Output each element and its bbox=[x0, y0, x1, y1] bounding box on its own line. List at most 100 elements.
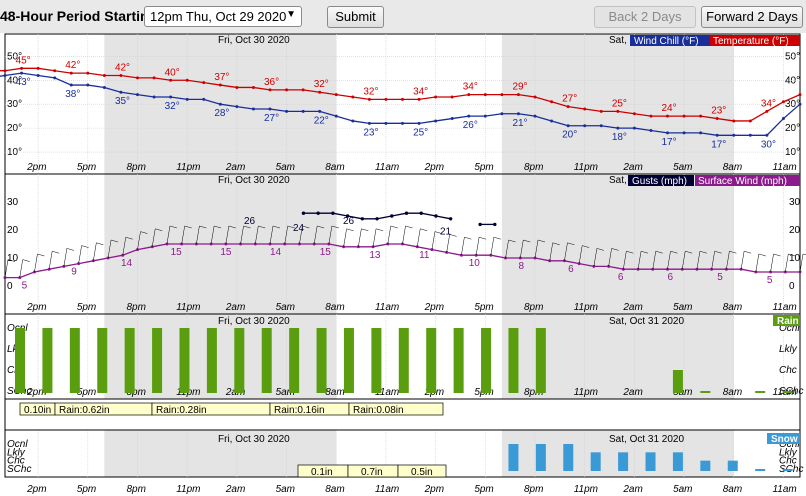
date-label: Sat, bbox=[609, 175, 627, 186]
temperature-point bbox=[136, 76, 139, 80]
y-tick-label: 20 bbox=[789, 225, 801, 236]
probability-bar bbox=[316, 328, 327, 393]
temperature-point bbox=[301, 88, 305, 92]
probability-bar bbox=[508, 444, 519, 471]
temperature-point bbox=[69, 71, 73, 75]
wind-chill-point bbox=[649, 129, 653, 133]
x-tick-label: 8am bbox=[723, 302, 742, 313]
x-tick-label: 8pm bbox=[127, 162, 146, 173]
wind-chill-point bbox=[218, 102, 222, 106]
temperature-point bbox=[185, 78, 189, 82]
wind-barb bbox=[66, 248, 74, 251]
x-tick-label: 8am bbox=[325, 162, 344, 173]
wind-barb bbox=[479, 236, 487, 240]
wind-barb bbox=[110, 239, 119, 243]
x-tick-label: 11pm bbox=[176, 484, 200, 495]
y-tick-label: Chc bbox=[779, 365, 797, 376]
wind-barb bbox=[523, 239, 531, 243]
x-tick-label: 5am bbox=[276, 387, 295, 398]
temperature-point bbox=[334, 93, 338, 97]
wind-barb bbox=[464, 236, 472, 240]
temperature-point bbox=[351, 95, 355, 99]
wind-chill-point bbox=[152, 95, 156, 99]
x-tick-label: 2am bbox=[622, 484, 642, 495]
temperature-point bbox=[268, 88, 272, 92]
gust-label: 26 bbox=[244, 216, 256, 227]
x-tick-label: 11am bbox=[772, 484, 796, 495]
legend-label: Gusts (mph) bbox=[632, 176, 687, 187]
wind-barb bbox=[284, 225, 288, 245]
probability-bar bbox=[398, 328, 409, 393]
temperature-label: 23° bbox=[711, 106, 726, 117]
wind-point bbox=[459, 253, 463, 257]
temperature-point bbox=[632, 112, 636, 116]
wind-chill-point bbox=[69, 83, 73, 87]
x-tick-label: 11pm bbox=[574, 302, 598, 313]
temperature-point bbox=[483, 93, 487, 97]
wind-barb bbox=[269, 225, 274, 245]
wind-barb bbox=[640, 250, 649, 254]
wind-barb bbox=[681, 251, 686, 270]
temperature-label: 42° bbox=[65, 60, 80, 71]
wind-chill-point bbox=[351, 119, 355, 123]
temperature-point bbox=[699, 114, 703, 118]
legend-swatch bbox=[630, 35, 710, 46]
period-select[interactable]: 12pm Thu, Oct 29 2020 ▼ bbox=[144, 6, 302, 27]
wind-barb bbox=[302, 225, 310, 229]
wind-point bbox=[62, 264, 66, 268]
wind-chill-point bbox=[450, 117, 454, 121]
temperature-point bbox=[583, 107, 587, 111]
rain-amount-label: Rain:0.16in bbox=[274, 405, 325, 416]
temperature-point bbox=[798, 93, 802, 97]
temperature-point bbox=[218, 83, 222, 87]
wind-barb bbox=[196, 225, 200, 245]
x-tick-label: 11am bbox=[772, 302, 796, 313]
wind-barb bbox=[623, 251, 627, 270]
wind-barb bbox=[346, 228, 354, 232]
gust-point bbox=[390, 214, 394, 218]
wind-point bbox=[621, 267, 625, 271]
wind-chill-point bbox=[367, 121, 371, 125]
gust-point bbox=[404, 211, 409, 215]
wind-barb bbox=[655, 250, 663, 254]
wind-barb bbox=[420, 228, 428, 232]
x-tick-label: 11am bbox=[375, 302, 399, 313]
temperature-point bbox=[36, 66, 40, 70]
wind-chill-point bbox=[417, 121, 421, 125]
wind-chill-point bbox=[748, 133, 752, 137]
back-2-days-button[interactable]: Back 2 Days bbox=[594, 6, 696, 28]
y-tick-label: 10° bbox=[7, 147, 22, 158]
wind-barb bbox=[63, 248, 68, 267]
wind-barb bbox=[358, 228, 362, 247]
date-label: Fri, Oct 30 2020 bbox=[218, 434, 290, 445]
x-tick-label: 11pm bbox=[574, 387, 598, 398]
legend-swatch bbox=[710, 35, 800, 46]
date-label: Sat, bbox=[609, 35, 627, 46]
wind-barb bbox=[140, 231, 148, 234]
x-tick-label: 5am bbox=[673, 484, 692, 495]
wind-barb bbox=[685, 250, 693, 254]
x-tick-label: 8am bbox=[723, 387, 742, 398]
gust-label: 21 bbox=[440, 226, 452, 237]
temperature-label: 42° bbox=[115, 62, 130, 73]
wind-label: 14 bbox=[270, 247, 282, 258]
wind-chill-label: 18° bbox=[612, 132, 627, 143]
wind-chill-point bbox=[3, 73, 7, 77]
y-tick-label: 40° bbox=[785, 75, 800, 86]
x-tick-label: 5pm bbox=[77, 387, 96, 398]
probability-bar bbox=[563, 444, 574, 471]
wind-chill-point bbox=[401, 121, 404, 125]
probability-bar bbox=[481, 328, 492, 393]
x-tick-label: 8pm bbox=[524, 162, 543, 173]
wind-label: 9 bbox=[71, 267, 77, 278]
submit-button[interactable]: Submit bbox=[327, 6, 384, 28]
wind-point bbox=[121, 253, 125, 257]
temperature-point bbox=[516, 93, 520, 97]
temperature-point bbox=[169, 78, 173, 82]
legend-swatch bbox=[695, 175, 800, 186]
forward-2-days-button[interactable]: Forward 2 Days bbox=[701, 6, 803, 28]
wind-barb bbox=[52, 250, 60, 254]
wind-barb bbox=[166, 225, 171, 245]
wind-chill-point bbox=[583, 124, 587, 128]
wind-chill-point bbox=[235, 105, 239, 109]
